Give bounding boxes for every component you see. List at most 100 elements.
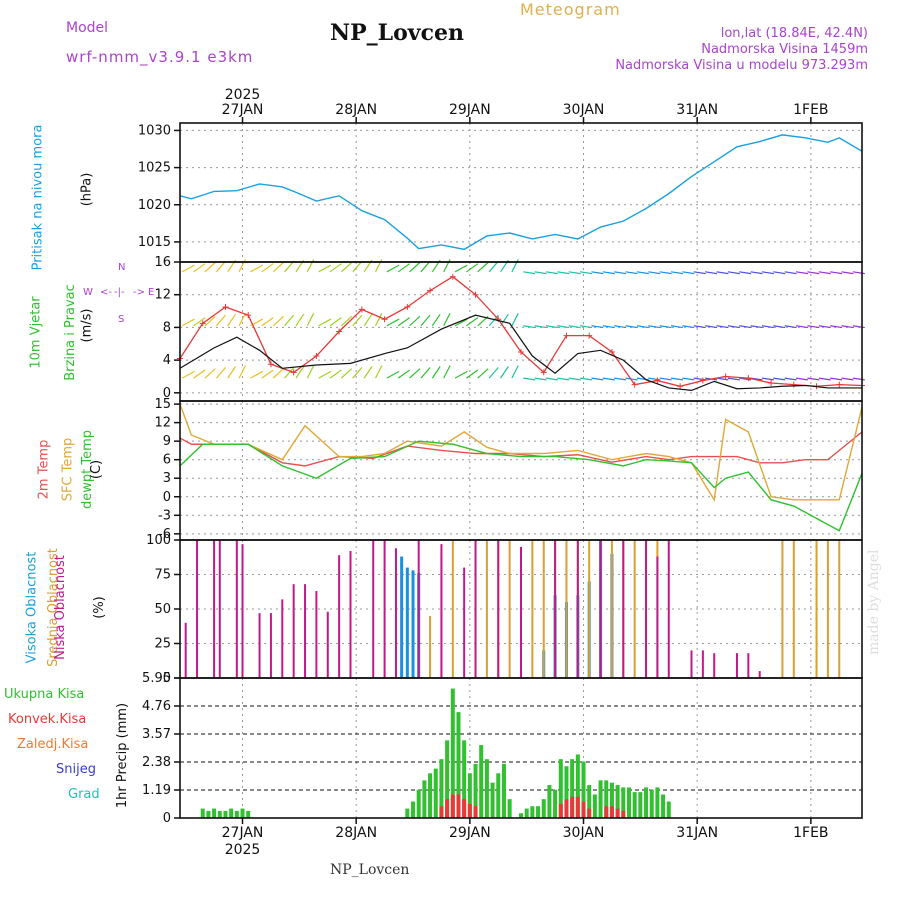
cloud-bar-2-12 xyxy=(326,611,329,678)
wind-arrow-1-57 xyxy=(830,325,843,329)
cloud-bar-2-17 xyxy=(394,548,397,678)
wind-arrow-1-54 xyxy=(795,325,809,329)
precip-bar-0-19 xyxy=(462,740,467,818)
wind-arrow-2-32 xyxy=(545,377,558,381)
cloud-bar-1-20 xyxy=(792,540,795,678)
cloud-bar-2-23 xyxy=(520,546,522,678)
precip-bar-0-40 xyxy=(587,785,592,818)
ytick-label-4-1: 1.19 xyxy=(142,783,171,798)
wind-speed-marker-16 xyxy=(540,369,547,376)
ytick-label-2-3: 3 xyxy=(163,471,171,486)
wind-arrow-0-59 xyxy=(852,271,865,275)
precip-bar-0-35 xyxy=(558,759,563,818)
precip-bar-0-45 xyxy=(615,785,620,818)
ytick-label-4-4: 4.76 xyxy=(142,699,171,714)
wind-arrow-1-38 xyxy=(614,325,627,329)
model-value: wrf-nmm_v3.9.1 e3km xyxy=(66,48,254,66)
wind-arrow-1-58 xyxy=(841,325,854,329)
lonlat-info: lon,lat (18.84E, 42.4N) xyxy=(720,26,868,41)
precip-bar-1-8 xyxy=(564,799,569,818)
wind-arrow-0-15 xyxy=(352,260,363,273)
cloud-bar-2-9 xyxy=(292,584,295,678)
precip-bar-0-31 xyxy=(536,806,541,818)
wind-arrow-1-32 xyxy=(545,325,558,329)
wind-speed-marker-8 xyxy=(358,306,365,313)
top-date-4: 31JAN xyxy=(676,102,718,118)
cloud-bar-1-10 xyxy=(565,540,568,678)
legend-zaledj: Zaledj.Kisa xyxy=(17,737,89,752)
wind-arrow-2-33 xyxy=(557,377,570,381)
wind-arrow-1-56 xyxy=(818,325,831,329)
precip-bar-1-1 xyxy=(445,799,450,818)
cloud-bar-2-26 xyxy=(599,540,602,678)
wind-arrow-2-26 xyxy=(477,368,489,379)
bottom-date-5: 1FEB xyxy=(793,825,828,841)
wind-arrow-2-20 xyxy=(409,368,421,379)
cloud-bar-2-8 xyxy=(281,599,284,678)
wind-arrow-0-58 xyxy=(841,271,854,275)
cloud-bar-2-27 xyxy=(622,540,625,678)
wind-arrow-0-24 xyxy=(454,264,468,273)
precip-bar-0-8 xyxy=(246,810,251,818)
wind-arrow-2-10 xyxy=(295,366,305,379)
wind-arrow-1-33 xyxy=(557,325,570,329)
cloud-bar-2-18 xyxy=(417,540,420,678)
wind-speed-marker-24 xyxy=(722,373,729,380)
wind-speed-marker-13 xyxy=(472,291,479,298)
wind-speed-marker-5 xyxy=(290,369,297,376)
wind-arrow-0-40 xyxy=(636,271,649,275)
ytick-label-2-0: -6 xyxy=(158,527,171,542)
precip-bar-0-15 xyxy=(439,759,444,818)
precip-bar-0-41 xyxy=(592,794,597,818)
wind-arrow-1-19 xyxy=(397,317,410,327)
ytick-label-3-4: 100 xyxy=(146,533,171,548)
wind-arrow-2-16 xyxy=(363,366,373,379)
wind-arrow-2-3 xyxy=(215,367,226,379)
wind-speed-marker-29 xyxy=(836,381,843,388)
wind-arrow-0-51 xyxy=(761,271,774,275)
cloud-bar-1-22 xyxy=(826,540,829,678)
wind-arrow-0-2 xyxy=(204,261,216,273)
wind-arrow-1-11 xyxy=(306,313,315,327)
panel-frame-4 xyxy=(179,677,863,819)
precip-bar-0-18 xyxy=(456,712,461,818)
wind-arrow-1-29 xyxy=(511,313,519,327)
cloud-bar-2-25 xyxy=(576,540,579,678)
precip-bar-0-24 xyxy=(490,782,495,818)
precip-bar-0-23 xyxy=(484,759,489,818)
precip-bar-0-54 xyxy=(666,801,671,818)
wind-arrow-1-48 xyxy=(727,325,740,329)
wind-arrow-1-0 xyxy=(181,318,195,327)
cloud-bar-2-7 xyxy=(269,613,272,678)
panel-frame-0 xyxy=(179,122,863,263)
precip-bar-0-49 xyxy=(638,792,643,818)
precip-bar-0-20 xyxy=(467,773,472,818)
wind-arrow-1-55 xyxy=(807,325,820,329)
wind-arrow-0-12 xyxy=(318,264,332,273)
compass-left-arrow: <- xyxy=(100,287,112,298)
bottom-date-2: 29JAN xyxy=(449,825,491,841)
cloud-bar-1-14 xyxy=(610,540,613,678)
wind-arrow-0-31 xyxy=(534,271,547,275)
ytick-label-1-2: 8 xyxy=(163,320,171,335)
precip-bar-0-37 xyxy=(570,759,575,818)
wind-arrow-2-57 xyxy=(830,377,843,381)
wind-arrow-0-14 xyxy=(341,261,353,273)
wind-arrow-1-46 xyxy=(705,325,718,329)
cloud-bar-0-2 xyxy=(411,570,415,678)
wind-arrow-1-25 xyxy=(466,317,479,327)
wind-arrow-2-24 xyxy=(454,370,468,379)
legend-ukupna: Ukupna Kisa xyxy=(4,687,85,702)
wind-speed-marker-14 xyxy=(495,316,502,323)
precip-bar-0-25 xyxy=(496,773,501,818)
precip-bar-1-4 xyxy=(462,799,467,818)
precip-bar-0-32 xyxy=(541,799,546,818)
wind-arrow-1-8 xyxy=(272,315,284,327)
cloud-bar-2-3 xyxy=(218,540,221,678)
compass-w: W xyxy=(83,287,93,298)
ytick-label-3-1: 25 xyxy=(154,637,171,652)
wind-arrow-2-0 xyxy=(181,370,195,379)
precip-bar-0-50 xyxy=(644,787,649,818)
wind-arrow-1-42 xyxy=(659,325,672,329)
